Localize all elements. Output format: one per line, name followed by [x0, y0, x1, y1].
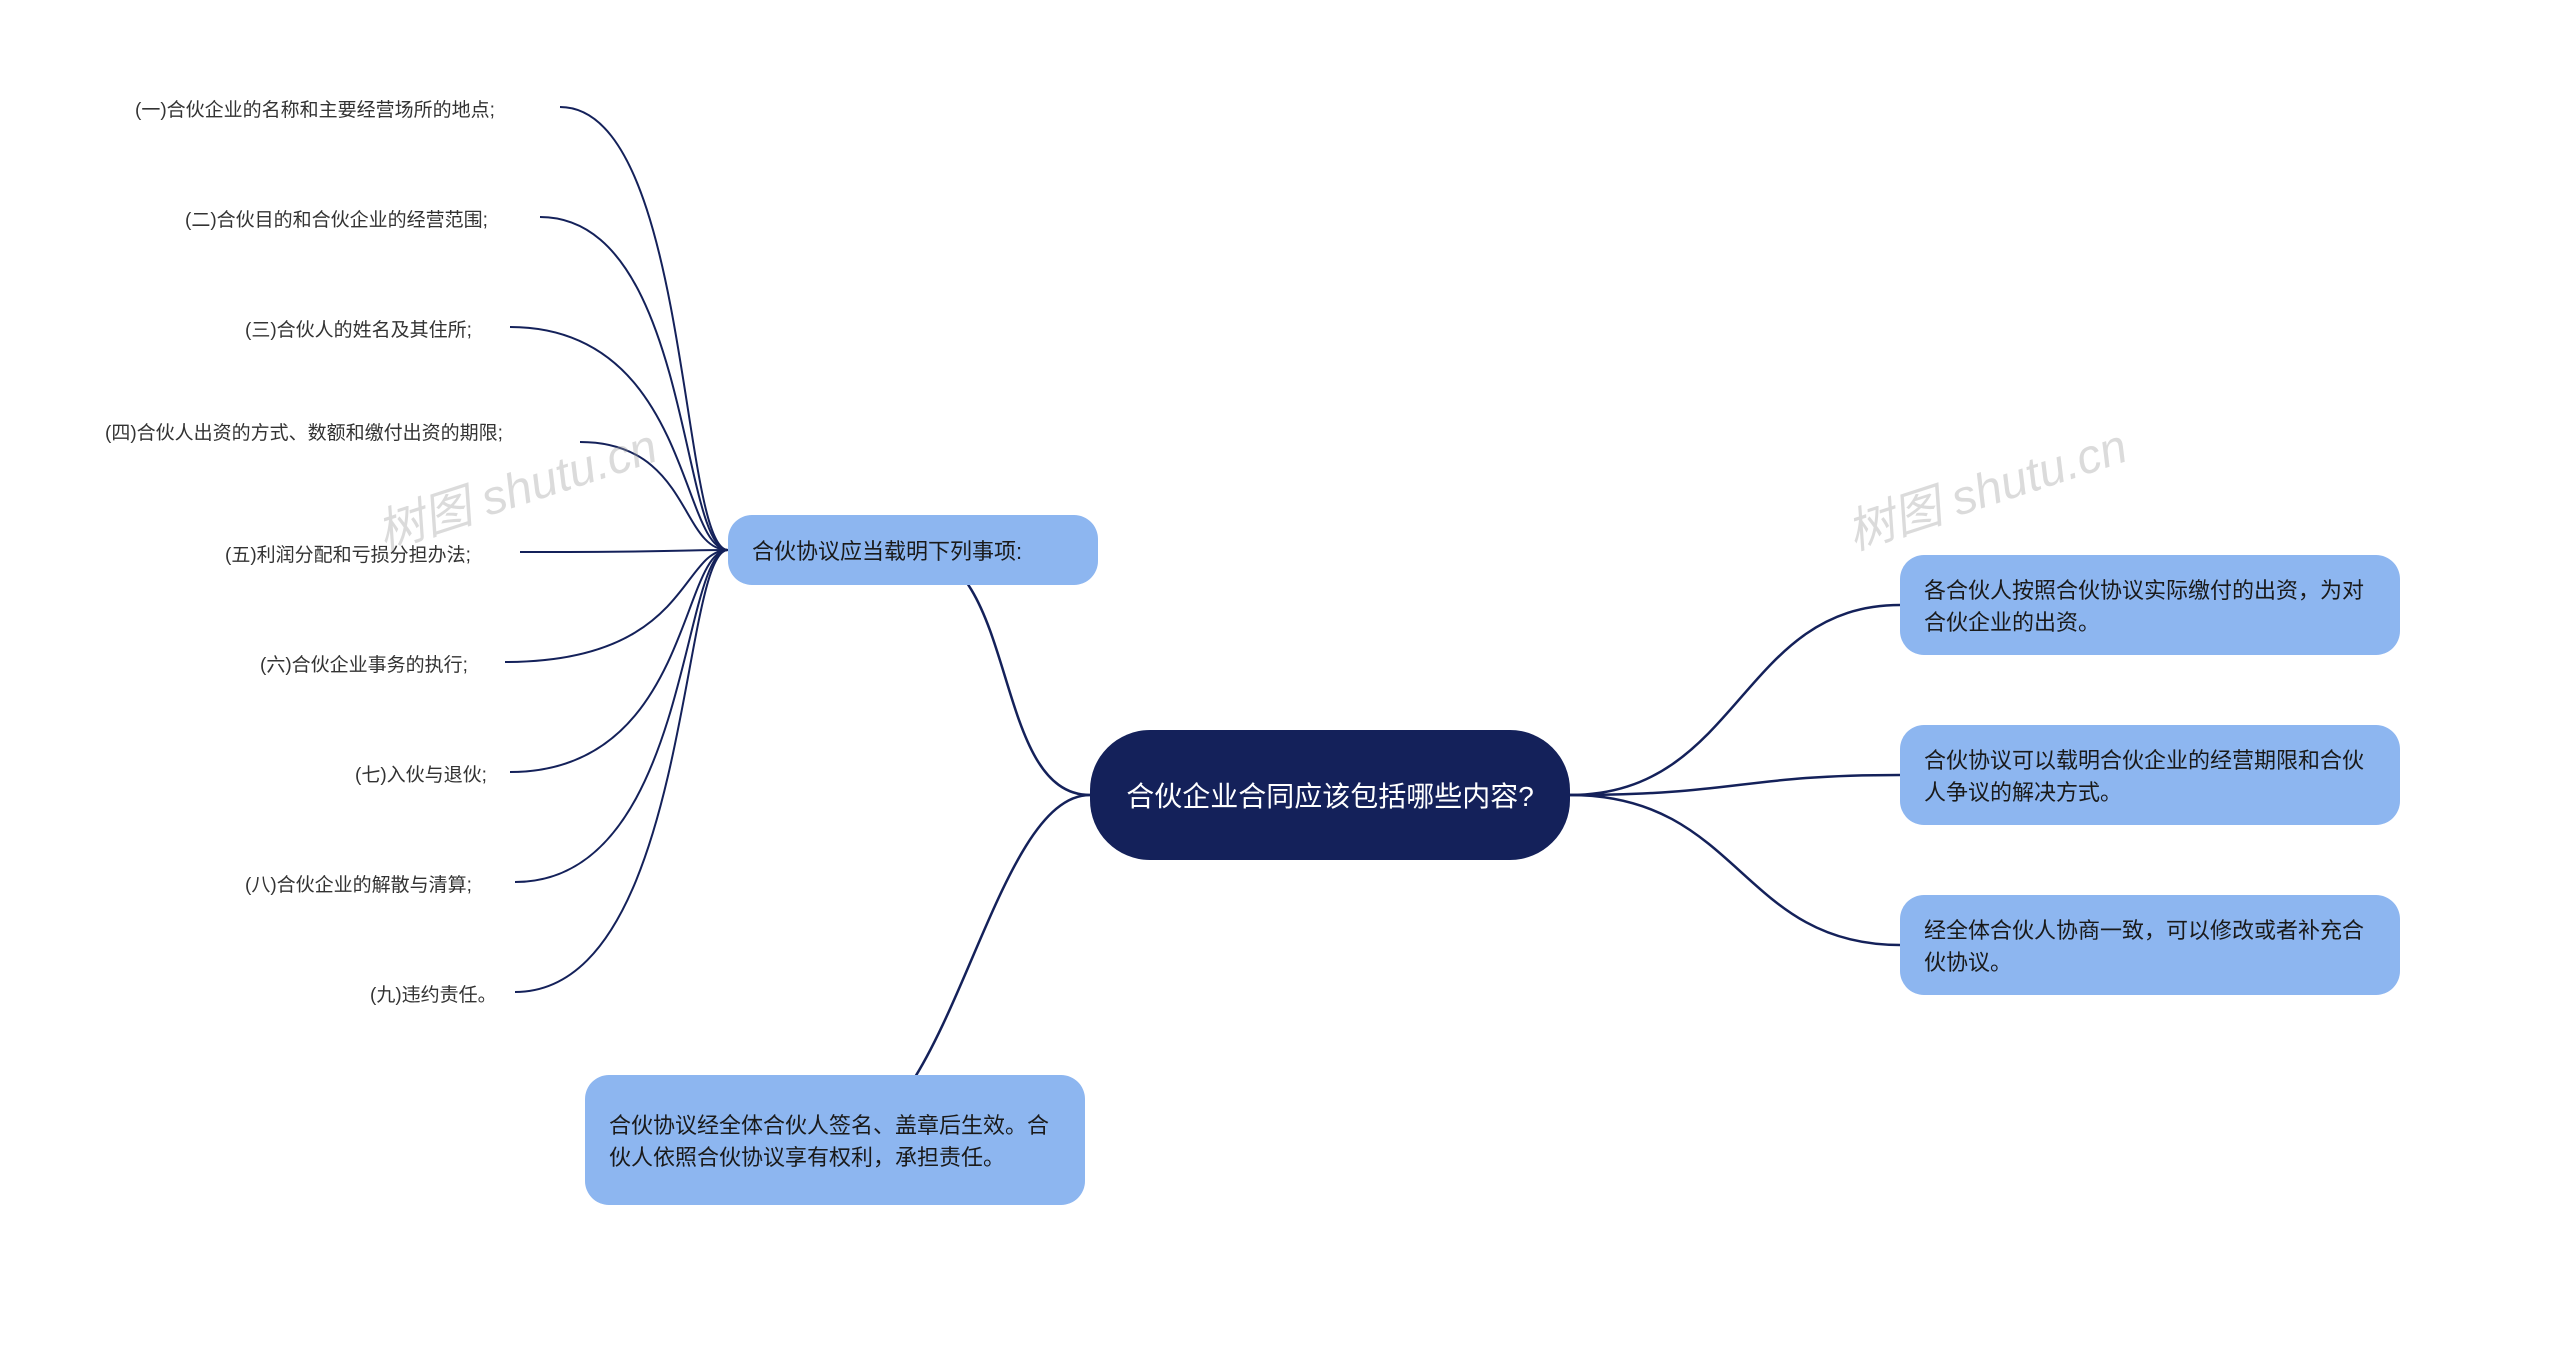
leaf-6: (六)合伙企业事务的执行; — [260, 650, 468, 677]
edge-leaf-9 — [515, 550, 728, 992]
left-signature-node: 合伙协议经全体合伙人签名、盖章后生效。合伙人依照合伙协议享有权利，承担责任。 — [585, 1075, 1085, 1205]
leaf-4: (四)合伙人出资的方式、数额和缴付出资的期限; — [105, 418, 585, 445]
edge-center-left-header — [910, 550, 1090, 795]
edge-leaf-5 — [520, 550, 728, 552]
right-node-2: 合伙协议可以载明合伙企业的经营期限和合伙人争议的解决方式。 — [1900, 725, 2400, 825]
right-node-1: 各合伙人按照合伙协议实际缴付的出资，为对合伙企业的出资。 — [1900, 555, 2400, 655]
leaf-1: (一)合伙企业的名称和主要经营场所的地点; — [135, 95, 495, 122]
leaf-2: (二)合伙目的和合伙企业的经营范围; — [185, 205, 488, 232]
edge-leaf-4 — [580, 442, 728, 550]
connector-layer — [0, 0, 2560, 1358]
edge-leaf-1 — [560, 107, 728, 550]
leaf-8: (八)合伙企业的解散与清算; — [245, 870, 472, 897]
leaf-5: (五)利润分配和亏损分担办法; — [225, 540, 471, 567]
right-node-3: 经全体合伙人协商一致，可以修改或者补充合伙协议。 — [1900, 895, 2400, 995]
edge-center-right-3 — [1570, 795, 1900, 945]
center-node: 合伙企业合同应该包括哪些内容? — [1090, 730, 1570, 860]
edge-center-right-2 — [1570, 775, 1900, 795]
watermark-2: 树图 shutu.cn — [1836, 407, 2134, 563]
edge-leaf-7 — [510, 550, 728, 772]
leaf-3: (三)合伙人的姓名及其住所; — [245, 315, 472, 342]
edge-leaf-6 — [505, 550, 728, 662]
edge-center-right-1 — [1570, 605, 1900, 795]
left-header-node: 合伙协议应当载明下列事项: — [728, 515, 1098, 585]
leaf-7: (七)入伙与退伙; — [355, 760, 487, 787]
edge-leaf-2 — [540, 217, 728, 550]
leaf-9: (九)违约责任。 — [370, 980, 497, 1007]
edge-leaf-8 — [515, 550, 728, 882]
